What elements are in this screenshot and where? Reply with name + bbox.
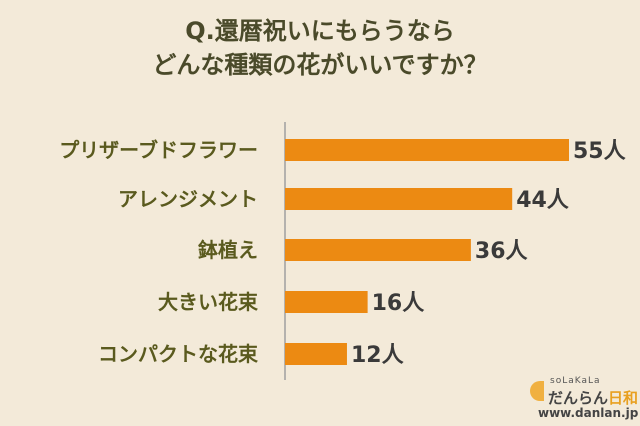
category-label-3: 鉢植え: [198, 238, 258, 262]
bar-5: [285, 343, 347, 365]
bar-4: [285, 291, 368, 313]
bar-2: [285, 188, 513, 210]
logo-mark-icon: [530, 381, 544, 401]
title-line-1: Q.還暦祝いにもらうなら: [185, 17, 455, 45]
value-label-3: 36人: [475, 239, 528, 264]
category-label-1: プリザーブドフラワー: [59, 138, 258, 162]
site-logo: soLaKaLa だんらん日和 www.danlan.jp: [530, 374, 638, 422]
value-label-2: 44人: [516, 188, 569, 213]
category-label-5: コンパクトな花束: [98, 342, 259, 366]
value-label-5: 12人: [351, 343, 404, 368]
chart-title: Q.還暦祝いにもらうなら どんな種類の花がいいですか？: [0, 14, 640, 82]
title-line-2: どんな種類の花がいいですか？: [152, 51, 488, 79]
category-label-2: アレンジメント: [118, 187, 258, 211]
value-label-1: 55人: [573, 139, 626, 164]
logo-main: だんらん: [548, 389, 609, 407]
logo-url: www.danlan.jp: [538, 406, 639, 420]
bar-1: [285, 139, 569, 161]
logo-small-text: soLaKaLa: [550, 376, 601, 386]
category-label-4: 大きい花束: [158, 290, 259, 314]
bar-3: [285, 239, 471, 261]
value-label-4: 16人: [372, 291, 425, 316]
logo-accent: 日和: [608, 389, 639, 407]
logo-main-text: だんらん日和: [548, 387, 638, 408]
